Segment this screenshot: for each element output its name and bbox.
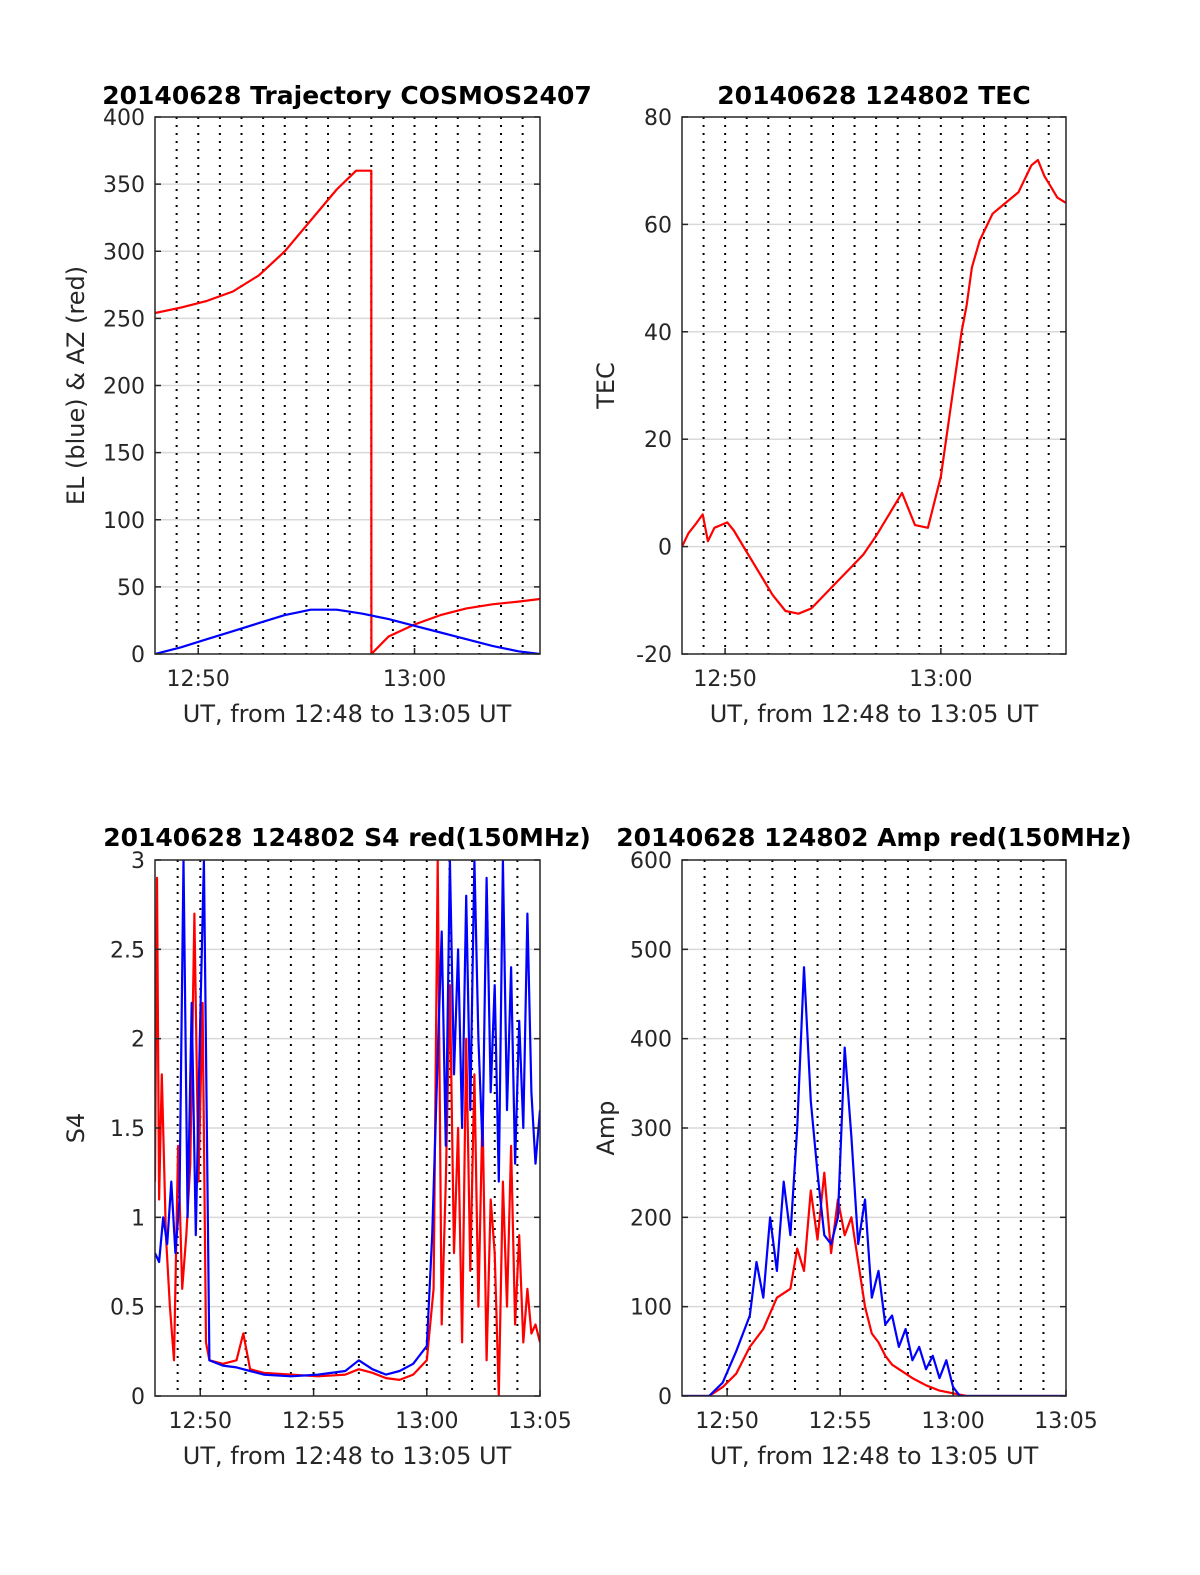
x-tick-label: 12:50 bbox=[695, 1409, 758, 1434]
x-axis-label: UT, from 12:48 to 13:05 UT bbox=[710, 1442, 1039, 1470]
chart-1: 0 50 100 150 200 250 300 350 400 12:50 13:00 201406… bbox=[62, 81, 592, 728]
x-tick-label: 13:05 bbox=[508, 1409, 571, 1434]
y-tick-label: 250 bbox=[103, 307, 145, 332]
y-tick-label: 0 bbox=[131, 643, 145, 668]
x-tick-label: 13:00 bbox=[395, 1409, 458, 1434]
chart-2: -20 0 20 40 60 80 12:50 13:00 20140628 124802 TE… bbox=[592, 81, 1067, 728]
y-tick-label: 60 bbox=[644, 213, 672, 238]
y-tick-label: 150 bbox=[103, 442, 145, 467]
y-tick-label: 3 bbox=[131, 849, 145, 874]
x-tick-label: 12:55 bbox=[282, 1409, 345, 1434]
chart-title: 20140628 124802 TEC bbox=[717, 81, 1030, 110]
y-tick-label: 50 bbox=[117, 576, 145, 601]
y-tick-label: 1.5 bbox=[110, 1117, 145, 1142]
y-tick-label: 350 bbox=[103, 173, 145, 198]
y-axis-label: TEC bbox=[592, 362, 620, 410]
y-tick-label: 40 bbox=[644, 321, 672, 346]
chart-3: 0 0.5 1 1.5 2 2.5 3 12:50 12:55 13:00 13:05 2014062… bbox=[62, 823, 591, 1470]
y-tick-label: 2 bbox=[131, 1028, 145, 1053]
plot-frame bbox=[681, 116, 1067, 655]
y-tick-label: -20 bbox=[636, 643, 672, 668]
y-tick-label: 300 bbox=[630, 1117, 672, 1142]
x-tick-label: 13:00 bbox=[921, 1409, 984, 1434]
x-axis-label: UT, from 12:48 to 13:05 UT bbox=[183, 1442, 512, 1470]
x-tick-label: 12:50 bbox=[693, 667, 756, 692]
y-tick-label: 0 bbox=[131, 1385, 145, 1410]
y-tick-label: 400 bbox=[630, 1028, 672, 1053]
y-tick-label: 400 bbox=[103, 106, 145, 131]
y-axis-label: S4 bbox=[62, 1113, 90, 1144]
x-tick-label: 12:50 bbox=[169, 1409, 232, 1434]
x-tick-label: 13:05 bbox=[1034, 1409, 1097, 1434]
y-tick-label: 0 bbox=[658, 1385, 672, 1410]
x-tick-label: 13:00 bbox=[909, 667, 972, 692]
y-tick-label: 100 bbox=[103, 509, 145, 534]
y-tick-label: 500 bbox=[630, 938, 672, 963]
series-el-line bbox=[155, 608, 540, 654]
series-az-line bbox=[155, 169, 540, 654]
y-tick-label: 200 bbox=[630, 1206, 672, 1231]
x-axis-label: UT, from 12:48 to 13:05 UT bbox=[710, 700, 1039, 728]
y-tick-label: 100 bbox=[630, 1296, 672, 1321]
series-ampblue-line bbox=[682, 966, 1066, 1396]
x-tick-label: 12:55 bbox=[808, 1409, 871, 1434]
y-tick-label: 200 bbox=[103, 375, 145, 400]
x-tick-label: 12:50 bbox=[167, 667, 230, 692]
y-tick-label: 0.5 bbox=[110, 1296, 145, 1321]
y-tick-label: 2.5 bbox=[110, 938, 145, 963]
chart-title: 20140628 124802 Amp red(150MHz) bbox=[616, 823, 1132, 852]
series-tec-line bbox=[682, 158, 1066, 615]
chart-title: 20140628 124802 S4 red(150MHz) bbox=[103, 823, 591, 852]
y-axis-label: EL (blue) & AZ (red) bbox=[62, 266, 90, 505]
x-axis-label: UT, from 12:48 to 13:05 UT bbox=[183, 700, 512, 728]
y-tick-label: 300 bbox=[103, 240, 145, 265]
x-tick-label: 13:00 bbox=[383, 667, 446, 692]
y-tick-label: 1 bbox=[131, 1206, 145, 1231]
y-axis-label: Amp bbox=[592, 1100, 620, 1155]
y-tick-label: 80 bbox=[644, 106, 672, 131]
chart-title: 20140628 Trajectory COSMOS2407 bbox=[102, 81, 592, 110]
chart-4: 0 100 200 300 400 500 600 12:50 12:55 13:00 13:05 2… bbox=[592, 823, 1132, 1470]
series-s4blue-line bbox=[155, 860, 540, 1378]
y-tick-label: 600 bbox=[630, 849, 672, 874]
series-ampred-line bbox=[682, 1171, 1066, 1396]
y-tick-label: 20 bbox=[644, 428, 672, 453]
y-tick-label: 0 bbox=[658, 536, 672, 561]
